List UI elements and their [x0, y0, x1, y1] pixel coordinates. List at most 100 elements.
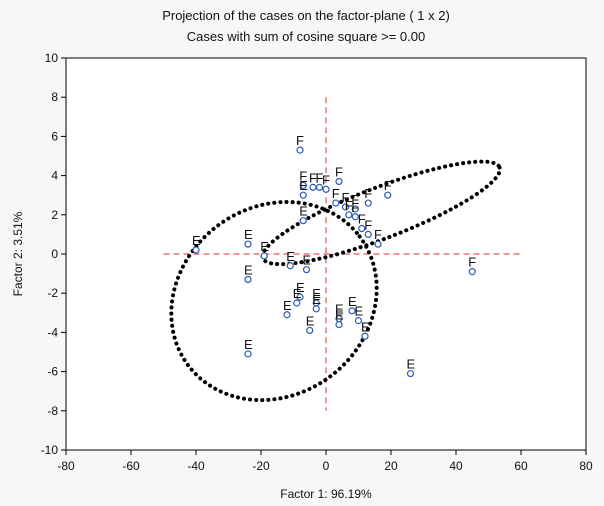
data-point [332, 199, 340, 207]
point-label: E [260, 239, 269, 254]
group-ellipse [169, 199, 379, 403]
data-point [296, 146, 304, 154]
data-point [358, 224, 366, 233]
x-axis-label: Factor 1: 96.19% [280, 487, 372, 501]
point-label: F [384, 178, 392, 193]
x-tick-label: 80 [579, 459, 593, 473]
data-point [335, 177, 343, 186]
x-tick-label: -40 [187, 459, 205, 473]
data-point [299, 217, 307, 225]
point-label: E [335, 308, 344, 323]
point-label: E [286, 249, 295, 264]
y-tick-label: 4 [51, 169, 58, 183]
point-label: E [306, 313, 315, 328]
data-point [406, 369, 415, 378]
data-point [364, 230, 372, 238]
point-label: F [351, 192, 359, 207]
y-tick-label: 10 [45, 51, 59, 65]
point-label: E [299, 204, 308, 219]
point-label: E [283, 298, 292, 313]
point-label: F [299, 168, 307, 183]
y-tick-label: -4 [47, 325, 58, 339]
x-tick-label: -60 [122, 459, 140, 473]
reference-lines [163, 97, 521, 411]
point-label: F [358, 212, 366, 227]
point-label: F [351, 200, 359, 215]
x-tick-label: 40 [449, 459, 463, 473]
data-point [341, 203, 350, 211]
data-point [244, 240, 252, 248]
point-label: F [316, 170, 324, 185]
y-tick-label: -6 [47, 365, 58, 379]
point-label: F [309, 170, 317, 185]
x-tick-label: 60 [514, 459, 528, 473]
point-label: F [342, 190, 350, 205]
point-label: E [312, 292, 321, 307]
data-point [283, 311, 291, 319]
point-label: E [296, 280, 305, 295]
data-point [384, 191, 392, 199]
data-point [322, 185, 330, 193]
data-point [351, 213, 359, 221]
data-point [260, 252, 268, 260]
data-point [348, 307, 356, 315]
y-tick-label: -10 [41, 443, 59, 457]
data-point [364, 199, 372, 207]
y-tick-label: 6 [51, 129, 58, 143]
data-point [244, 275, 252, 284]
y-tick-label: 8 [51, 90, 58, 104]
data-point [296, 293, 304, 301]
point-label: E [348, 294, 357, 309]
data-point [354, 317, 363, 325]
point-label: F [468, 255, 476, 270]
y-tick-label: 2 [51, 208, 58, 222]
point-label: E [335, 302, 344, 317]
point-label: F [322, 172, 330, 187]
chart-title: Projection of the cases on the factor-pl… [162, 8, 450, 23]
data-point [306, 326, 314, 335]
point-label: E [361, 319, 370, 334]
x-tick-label: 20 [384, 459, 398, 473]
point-label: E [244, 227, 253, 242]
point-label: E [312, 286, 321, 301]
y-tick-label: 0 [51, 247, 58, 261]
chart-subtitle: Cases with sum of cosine square >= 0.00 [187, 29, 425, 44]
point-label: F [335, 164, 343, 179]
data-point [286, 262, 294, 270]
point-label: F [374, 227, 382, 242]
data-point [192, 246, 200, 254]
data-point [244, 350, 252, 358]
point-label: F [364, 217, 372, 232]
data-point [345, 211, 353, 219]
point-label: F [296, 133, 304, 148]
data-point [374, 240, 382, 248]
point-label: E [303, 253, 312, 268]
point-label: F [345, 198, 353, 213]
group-ellipse [260, 159, 502, 267]
data-point [351, 205, 359, 213]
data-point [335, 320, 343, 329]
point-label: E [293, 286, 302, 301]
point-label: E [244, 337, 253, 352]
x-tick-label: -20 [252, 459, 270, 473]
x-tick-label: 0 [323, 459, 330, 473]
point-label: E [244, 262, 253, 277]
point-label: F [332, 186, 340, 201]
data-point [468, 268, 476, 276]
data-point [299, 191, 307, 199]
point-label: E [355, 304, 364, 319]
data-point [302, 266, 311, 274]
point-label: E [192, 233, 201, 248]
y-tick-label: -2 [47, 286, 58, 300]
data-point [293, 299, 301, 307]
data-point [312, 305, 320, 313]
y-axis-label: Factor 2: 3.51% [11, 211, 25, 296]
data-point [315, 183, 324, 191]
data-point [361, 332, 369, 340]
y-tick-label: -8 [47, 404, 58, 418]
point-label: E [299, 178, 308, 193]
point-label: E [407, 357, 416, 372]
